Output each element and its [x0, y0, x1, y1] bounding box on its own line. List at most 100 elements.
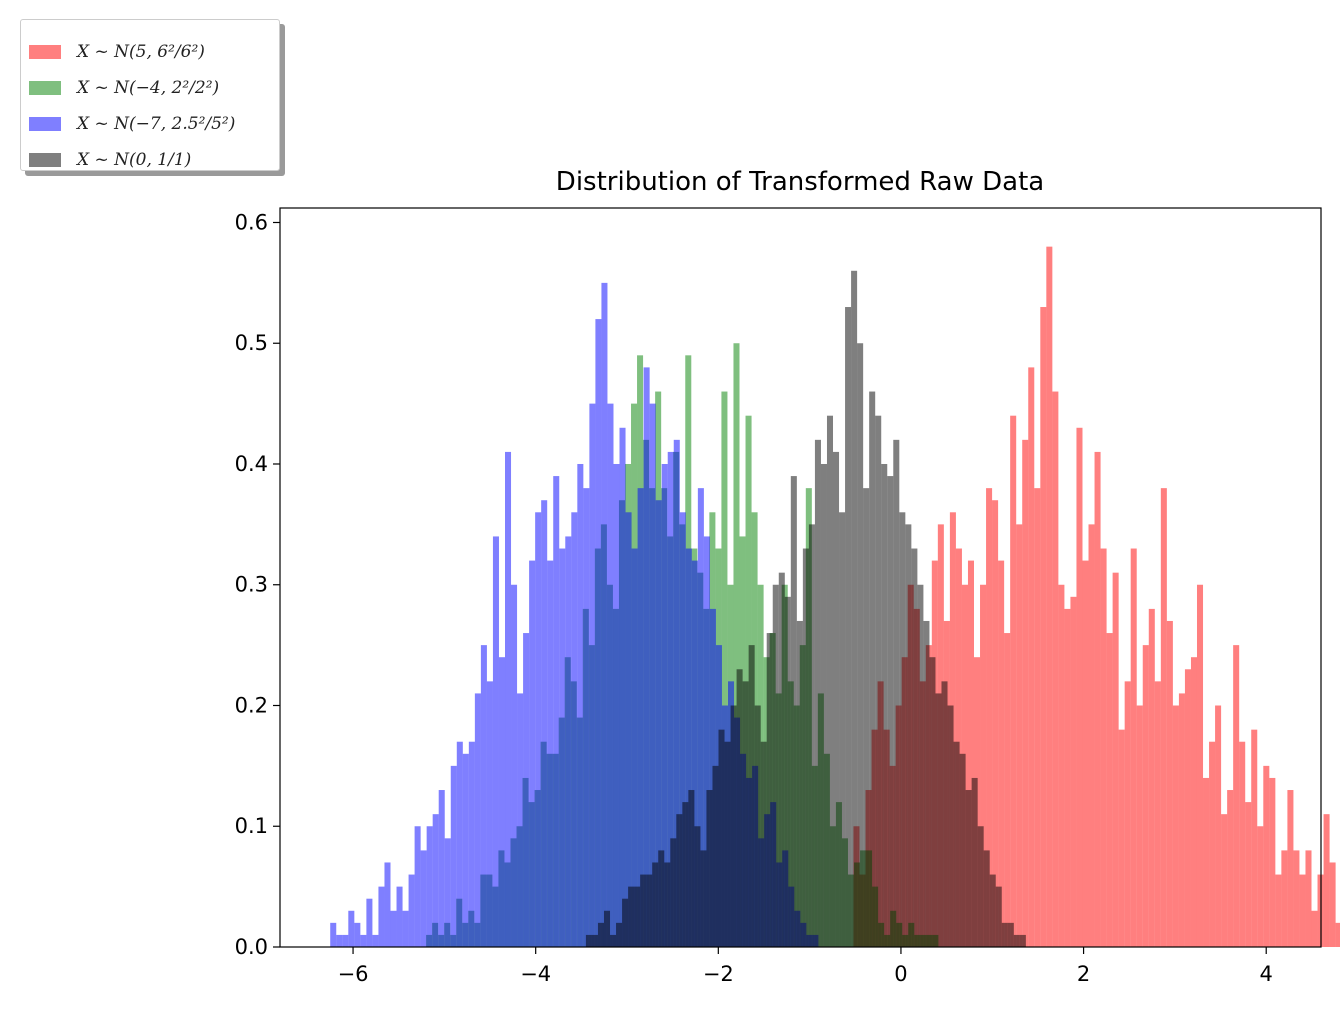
histogram-bar — [1118, 729, 1125, 947]
y-tick-label: 0.3 — [235, 573, 268, 597]
histogram-bar — [1184, 669, 1191, 947]
histogram-bar — [851, 270, 858, 947]
histogram-bar — [384, 862, 391, 947]
x-tick-label: −4 — [520, 962, 551, 986]
histogram-bar — [559, 548, 566, 947]
histogram-bar — [438, 790, 445, 947]
histogram-bar — [685, 548, 692, 947]
histogram-bar — [754, 705, 761, 947]
histogram-bar — [1040, 307, 1047, 947]
histogram-bar — [1221, 814, 1228, 947]
histogram-bar — [947, 705, 954, 947]
histogram-bar — [664, 862, 671, 947]
legend-item-blue: X ~ N(−7, 2.5²/5²) — [29, 114, 235, 134]
histogram-bar — [1329, 862, 1336, 947]
chart-title: Distribution of Transformed Raw Data — [556, 167, 1044, 197]
histogram-bar — [673, 439, 680, 947]
histogram-bar — [778, 572, 785, 947]
histogram-bar — [571, 512, 578, 947]
histogram-bar — [1076, 427, 1083, 947]
histogram-bar — [1046, 246, 1053, 947]
histogram-bar — [814, 439, 821, 947]
histogram-bar — [625, 512, 632, 947]
histogram-bar — [414, 826, 421, 947]
histogram-bar — [613, 463, 620, 947]
histogram-bar — [1257, 826, 1264, 947]
histogram-bar — [917, 584, 924, 947]
histogram-bar — [432, 814, 439, 947]
histogram-bar — [1287, 790, 1294, 947]
histogram-bar — [790, 476, 797, 947]
y-tick-label: 0.1 — [235, 814, 268, 838]
histogram-bar — [643, 367, 650, 947]
histogram-bar — [802, 548, 809, 947]
histogram-bar — [1070, 596, 1077, 947]
histogram-bar — [1106, 633, 1113, 947]
histogram-bar — [631, 548, 638, 947]
histogram-bar — [1335, 922, 1340, 947]
histogram-bar — [992, 500, 999, 947]
histogram-bar — [402, 910, 409, 947]
histogram-bar — [585, 934, 592, 947]
histogram-bar — [649, 403, 656, 947]
histogram-bar — [745, 415, 752, 947]
x-tick-label: 2 — [1077, 962, 1090, 986]
histogram-bar — [426, 826, 433, 947]
y-tick-label: 0.4 — [235, 452, 268, 476]
histogram-bar — [899, 512, 906, 947]
histogram-bar — [444, 838, 451, 947]
histogram-bar — [857, 343, 864, 947]
histogram-bar — [1215, 705, 1222, 947]
histogram-bar — [634, 886, 641, 947]
histogram-bar — [1160, 488, 1167, 947]
histogram-bar — [688, 790, 695, 947]
histogram-bar — [1130, 548, 1137, 947]
histogram-bar — [1052, 391, 1059, 947]
histogram-bar — [601, 282, 608, 947]
histogram-bar — [372, 934, 379, 947]
histogram-bar — [336, 934, 343, 947]
histogram-bar — [498, 657, 506, 947]
histogram-bar — [718, 729, 725, 947]
legend: X ~ N(5, 6²/6²) X ~ N(−4, 2²/2²) X ~ N(−… — [20, 19, 280, 171]
histogram-bar — [911, 548, 918, 947]
histogram-bar — [839, 512, 846, 947]
histogram-bar — [1178, 693, 1185, 947]
histogram-bar — [826, 415, 834, 947]
histogram-bar — [1166, 620, 1173, 947]
histogram-bar — [1064, 608, 1071, 947]
y-axis: 0.0 0.1 0.2 0.3 0.4 0.5 0.6 — [235, 210, 280, 959]
histogram-bar — [887, 476, 894, 947]
histogram-bar — [330, 922, 337, 947]
histogram-bar — [652, 862, 659, 947]
histogram-bar — [529, 560, 536, 947]
histogram-bar — [1275, 874, 1282, 947]
histogram-bar — [474, 693, 481, 947]
histogram-bar — [462, 753, 469, 947]
histogram-bar — [703, 536, 710, 947]
legend-swatch-gray — [29, 153, 61, 167]
histogram-bar — [1269, 777, 1276, 947]
histogram-bar — [748, 645, 755, 947]
histogram-bar — [1019, 934, 1026, 947]
legend-item-green: X ~ N(−4, 2²/2²) — [29, 78, 219, 98]
histogram-bar — [1190, 657, 1197, 947]
histogram-bar — [1299, 874, 1306, 947]
histogram-bar — [589, 403, 596, 947]
histogram-bar — [1013, 934, 1020, 947]
histogram-bar — [700, 850, 707, 947]
histogram-bar — [1100, 548, 1107, 947]
histogram-bar — [923, 620, 930, 947]
histogram-bar — [712, 765, 719, 947]
histogram-bar — [742, 681, 749, 947]
histogram-bar — [959, 753, 966, 947]
histogram-bar — [342, 934, 349, 947]
histogram-bar — [1323, 814, 1330, 947]
histogram-bar — [1136, 705, 1143, 947]
histogram-bar — [607, 403, 614, 947]
histogram-bar — [983, 850, 990, 947]
histogram-bar — [679, 512, 686, 947]
histogram-bar — [655, 500, 662, 947]
histogram-bar — [1022, 439, 1029, 947]
